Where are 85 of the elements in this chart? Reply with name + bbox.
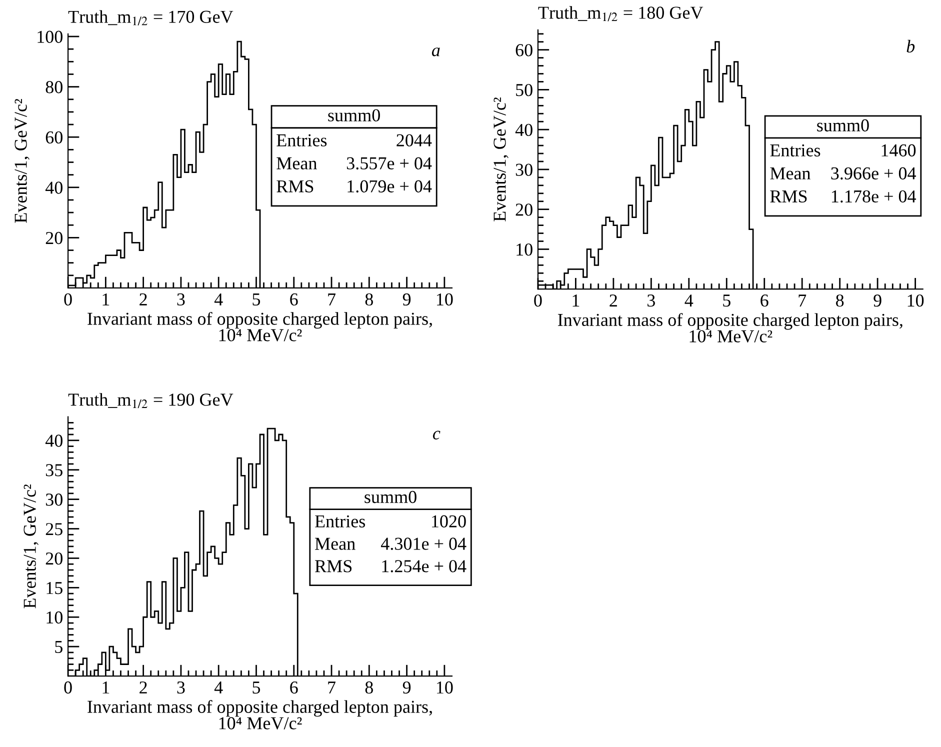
annotation: Mean [276,157,317,170]
x-tick-label: 7 [798,294,806,306]
y-tick-label: 20 [46,552,62,565]
x-tick-label: 6 [290,293,298,306]
x-tick-label: 4 [214,682,223,694]
x-tick-label: 3 [177,293,185,306]
x-axis-title: Invariant mass of opposite charged lepton pairs, 10⁴ MeV/c² [558,313,902,343]
annotation: 1.079e + 04 [348,180,432,193]
annotation: Mean [315,538,356,550]
x-tick-label: 2 [610,294,617,306]
x-tick-label: 5 [723,294,730,307]
annotation: Entries [315,515,366,528]
x-tick-label: 7 [328,294,336,306]
x-tick-label: 4 [214,293,223,306]
y-tick-label: 40 [45,434,62,447]
x-tick-label: 1 [572,294,580,306]
x-tick-label: 0 [64,681,72,694]
annotation: RMS [770,190,807,202]
annotation: Entries [276,134,327,146]
y-tick-label: 80 [46,81,62,94]
chart-title: Truth_m$_{1/2}$ = 180 GeV [538,6,704,22]
y-tick-label: 25 [46,523,62,536]
annotation: summ0 [364,490,416,504]
y-axis-title: Events/1, GeV/c² [24,484,38,608]
y-tick-label: 60 [516,44,532,56]
annotation: 3.557e + 04 [346,157,432,170]
annotation: Mean [770,167,810,180]
annotation: 1.178e + 04 [832,190,916,203]
x-tick-label: 6 [760,294,768,307]
y-tick-label: 30 [516,164,532,176]
y-tick-label: 50 [516,84,532,96]
y-tick-label: 20 [516,204,532,216]
x-tick-label: 5 [252,682,260,694]
x-tick-label: 1 [102,293,110,306]
annotation: summ0 [328,109,380,122]
annotation: 1460 [882,144,916,156]
annotation: b [906,40,915,53]
y-tick-label: 30 [46,494,62,506]
x-tick-label: 2 [140,293,147,306]
annotation: 3.966e + 04 [831,167,916,180]
x-tick-label: 8 [836,294,844,307]
y-tick-label: 40 [515,124,532,136]
x-tick-label: 4 [684,294,694,306]
annotation: c [432,430,440,440]
annotation: Entries [770,144,820,156]
annotation: 1020 [432,515,466,528]
annotation: a [432,48,440,56]
y-tick-label: 10 [516,243,532,256]
x-tick-label: 9 [874,294,882,307]
y-tick-label: 20 [46,232,62,244]
chart-title: Truth_m$_{1/2}$ = 190 GeV [68,393,234,408]
y-tick-label: 40 [45,182,62,194]
y-tick-label: 60 [46,131,62,144]
x-tick-label: 2 [140,681,147,694]
y-tick-label: 100 [38,30,62,43]
annotation: 2044 [396,134,432,146]
y-tick-label: 5 [55,641,62,654]
x-tick-label: 9 [402,293,411,306]
annotation: 4.301e + 04 [381,538,466,550]
x-tick-label: 10 [436,293,453,306]
x-tick-label: 1 [102,682,110,694]
x-axis-title: Invariant mass of opposite charged lepton pairs, 10⁴ MeV/c² [88,312,432,342]
x-tick-label: 8 [365,681,373,694]
annotation: RMS [276,180,314,192]
y-tick-label: 15 [46,582,62,594]
x-tick-label: 3 [177,681,185,694]
x-tick-label: 5 [252,294,260,306]
x-tick-label: 3 [648,294,655,307]
x-axis-title: Invariant mass of opposite charged lepton pairs, 10⁴ MeV/c² [88,700,432,730]
x-tick-label: 0 [64,293,72,306]
chart-title: Truth_m$_{1/2}$ = 170 GeV [68,10,234,26]
x-tick-label: 8 [365,293,373,306]
annotation: 1.254e + 04 [382,560,466,572]
y-axis-title: Events/1, GeV/c² [494,98,508,222]
x-tick-label: 10 [908,294,924,307]
x-tick-label: 9 [402,681,411,694]
x-tick-label: 10 [436,681,453,694]
x-tick-label: 6 [290,681,298,694]
y-tick-label: 10 [46,611,62,624]
x-tick-label: 0 [534,294,542,307]
x-tick-label: 7 [328,682,336,694]
y-tick-label: 35 [46,464,62,476]
annotation: summ0 [817,119,869,132]
annotation: RMS [315,560,352,572]
y-axis-title: Events/1, GeV/c² [14,99,30,223]
